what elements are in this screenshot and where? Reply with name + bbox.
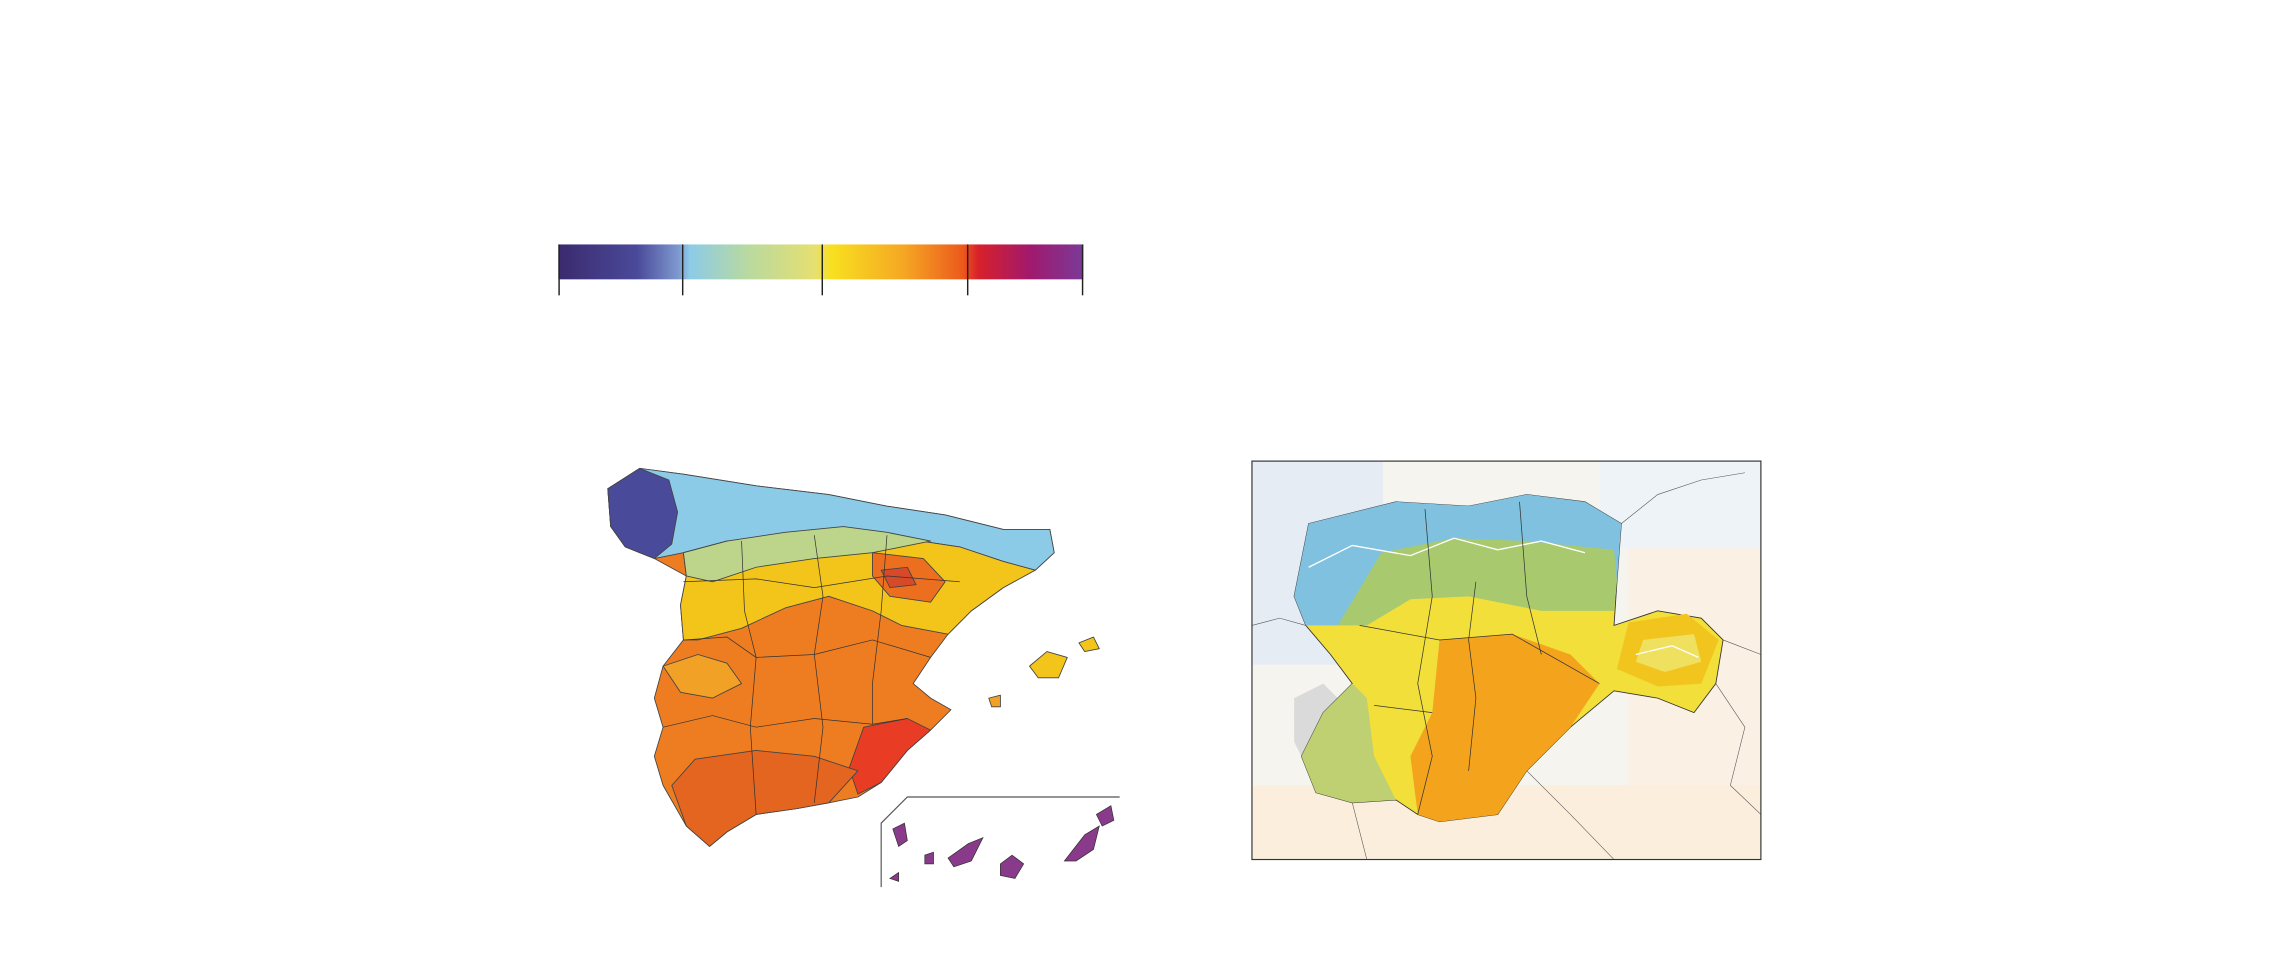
colorbar-gradient bbox=[558, 244, 1084, 280]
regional-map-frame bbox=[1251, 460, 1762, 861]
spain-map bbox=[607, 467, 1100, 847]
regional-map bbox=[1251, 460, 1762, 861]
colorbar bbox=[558, 244, 1084, 296]
canary-inset bbox=[880, 796, 1120, 888]
colorbar-ticks bbox=[558, 244, 1084, 296]
